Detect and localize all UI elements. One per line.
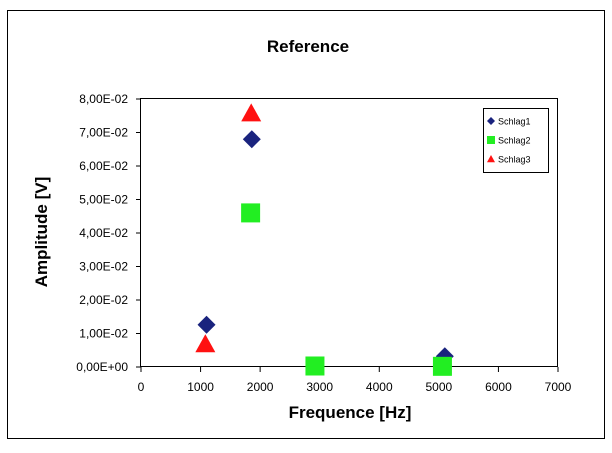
x-axis: 0 1000 2000 3000 4000 5000 6000 7000 [138, 367, 572, 394]
y-tick-label: 6,00E-02 [79, 159, 128, 173]
y-tick-label: 3,00E-02 [79, 260, 128, 274]
legend-label: Schlag1 [498, 117, 531, 127]
y-tick-label: 1,00E-02 [79, 327, 128, 341]
legend: Schlag1 Schlag2 Schlag3 [483, 108, 549, 173]
schlag1-point [242, 130, 261, 149]
legend-marker-schlag3 [487, 155, 495, 163]
legend-label: Schlag3 [498, 155, 531, 165]
x-tick-label: 3000 [306, 380, 333, 394]
schlag3-point [195, 334, 216, 353]
legend-marker-schlag1 [487, 117, 495, 125]
y-tick-label: 2,00E-02 [79, 293, 128, 307]
y-axis-label: Amplitude [V] [32, 177, 51, 288]
y-axis: 0,00E+00 1,00E-02 2,00E-02 3,00E-02 4,00E-02… [76, 92, 141, 374]
x-tick-label: 7000 [545, 380, 572, 394]
y-tick-label: 4,00E-02 [79, 226, 128, 240]
y-tick-label: 5,00E-02 [79, 193, 128, 207]
x-tick-label: 6000 [485, 380, 512, 394]
schlag2-point [241, 203, 261, 223]
x-tick-label: 0 [138, 380, 145, 394]
data-markers [195, 103, 454, 376]
y-tick-label: 8,00E-02 [79, 92, 128, 106]
legend-label: Schlag2 [498, 136, 531, 146]
schlag2-point [305, 356, 325, 376]
x-tick-label: 4000 [366, 380, 393, 394]
chart-title: Reference [267, 37, 349, 56]
y-tick-label: 0,00E+00 [76, 360, 128, 374]
x-tick-label: 1000 [187, 380, 214, 394]
y-tick-label: 7,00E-02 [79, 126, 128, 140]
legend-marker-schlag2 [487, 136, 495, 144]
x-tick-label: 2000 [247, 380, 274, 394]
x-axis-label: Frequence [Hz] [289, 403, 412, 422]
schlag2-point [432, 356, 452, 376]
schlag3-point [241, 103, 262, 122]
x-tick-label: 5000 [426, 380, 453, 394]
schlag1-point [197, 315, 216, 334]
